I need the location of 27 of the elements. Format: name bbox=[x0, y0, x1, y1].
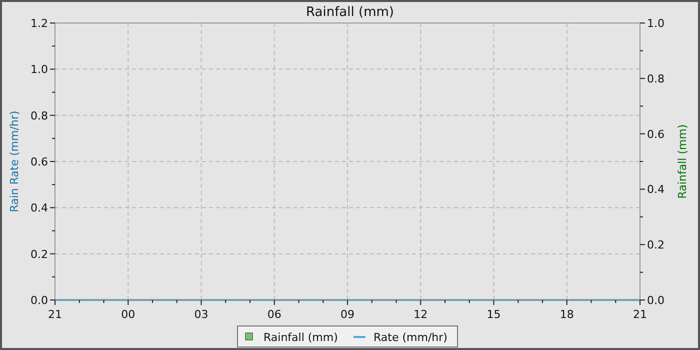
x-tick-label: 21 bbox=[48, 308, 62, 321]
x-tick-label: 21 bbox=[633, 308, 647, 321]
x-tick-label: 00 bbox=[121, 308, 136, 321]
y2-tick-label: 0.2 bbox=[647, 238, 664, 252]
y-axis-title: Rain Rate (mm/hr) bbox=[8, 110, 21, 212]
legend-label: Rate (mm/hr) bbox=[374, 331, 448, 344]
y2-tick-label: 1.0 bbox=[647, 17, 664, 30]
x-tick-label: 15 bbox=[486, 308, 501, 321]
y-tick-label: 0.4 bbox=[30, 202, 48, 215]
y2-axis-title: Rainfall (mm) bbox=[676, 124, 689, 199]
y2-tick-label: 0.4 bbox=[647, 183, 664, 196]
chart-title: Rainfall (mm) bbox=[306, 5, 394, 20]
x-tick-label: 06 bbox=[267, 308, 282, 321]
legend-label: Rainfall (mm) bbox=[264, 331, 338, 344]
y2-tick-label: 0.8 bbox=[647, 72, 664, 86]
x-tick-label: 03 bbox=[194, 308, 208, 321]
y2-tick-label: 0.0 bbox=[647, 294, 664, 307]
y-tick-label: 0.6 bbox=[30, 156, 48, 168]
x-tick-label: 18 bbox=[560, 308, 574, 321]
x-tick-label: 09 bbox=[340, 308, 354, 321]
y-tick-label: 0.8 bbox=[30, 109, 48, 122]
y-tick-label: 0.2 bbox=[30, 248, 48, 261]
y2-tick-label: 0.6 bbox=[647, 128, 664, 141]
x-tick-label: 12 bbox=[414, 308, 428, 321]
y-tick-label: 1.0 bbox=[30, 63, 48, 76]
y-tick-label: 0.0 bbox=[30, 294, 48, 307]
y-tick-label: 1.2 bbox=[30, 17, 48, 30]
